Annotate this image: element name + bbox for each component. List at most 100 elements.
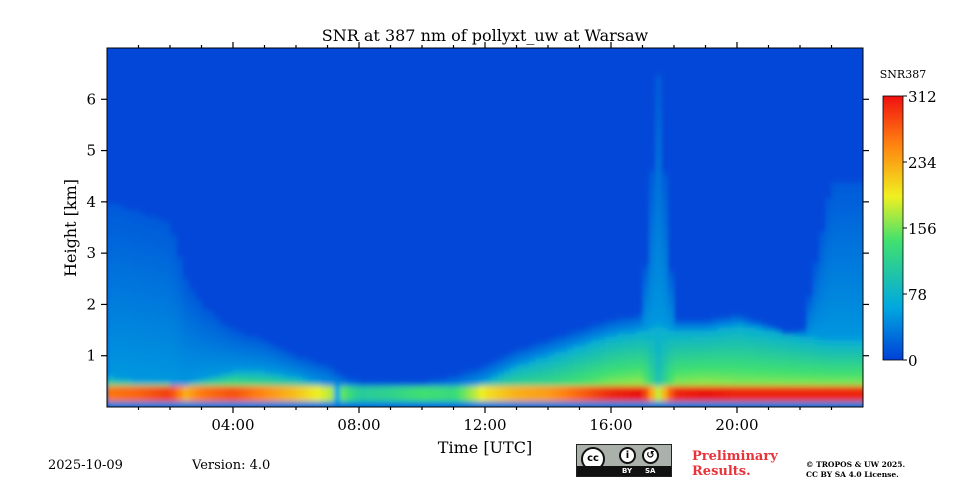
heatmap-cell	[850, 308, 858, 313]
heatmap-cell	[825, 280, 833, 285]
heatmap-cell	[503, 357, 511, 362]
heatmap-cell	[188, 351, 196, 356]
heatmap-cell	[258, 366, 266, 371]
heatmap-cell	[863, 185, 870, 189]
heatmap-cell	[132, 366, 140, 371]
heatmap-cell	[258, 391, 266, 396]
heatmap-cell	[403, 382, 410, 387]
heatmap-cell	[195, 370, 203, 374]
heatmap-cell	[850, 357, 858, 362]
heatmap-cell	[705, 394, 713, 399]
heatmap-cell	[188, 357, 196, 362]
heatmap-cell	[207, 376, 215, 380]
heatmap-cell	[176, 311, 184, 316]
heatmap-cell	[762, 323, 770, 328]
heatmap-cell	[825, 382, 833, 387]
heatmap-cell	[863, 265, 870, 269]
heatmap-cell	[831, 382, 839, 387]
heatmap-cell	[144, 345, 152, 350]
heatmap-cell	[138, 391, 146, 396]
heatmap-cell	[226, 366, 234, 371]
heatmap-cell	[837, 197, 845, 202]
heatmap-cell	[592, 363, 599, 368]
heatmap-cell	[818, 391, 826, 396]
heatmap-cell	[125, 366, 133, 371]
heatmap-cell	[661, 191, 669, 196]
heatmap-cell	[182, 376, 190, 380]
heatmap-cell	[743, 366, 751, 371]
heatmap-cell	[781, 351, 788, 356]
heatmap-cell	[113, 293, 121, 297]
heatmap-cell	[749, 333, 757, 337]
heatmap-cell	[119, 228, 127, 233]
heatmap-cell	[119, 391, 127, 396]
heatmap-cell	[598, 391, 606, 396]
heatmap-cell	[466, 391, 473, 396]
heatmap-cell	[163, 274, 171, 279]
heatmap-cell	[800, 363, 807, 368]
heatmap-cell	[667, 286, 675, 291]
heatmap-cell	[636, 320, 644, 325]
heatmap-cell	[283, 379, 291, 383]
heatmap-cell	[655, 271, 662, 276]
heatmap-cell	[774, 342, 782, 347]
heatmap-cell	[497, 370, 505, 374]
heatmap-cell	[541, 360, 549, 365]
heatmap-cell	[648, 388, 656, 393]
heatmap-cell	[365, 403, 373, 407]
heatmap-cell	[837, 326, 845, 331]
heatmap-cell	[144, 348, 152, 353]
heatmap-cell	[844, 400, 851, 405]
heatmap-cell	[724, 339, 732, 343]
heatmap-cell	[107, 271, 114, 276]
heatmap-cell	[617, 320, 625, 325]
heatmap-cell	[459, 385, 467, 390]
heatmap-cell	[138, 339, 146, 343]
heatmap-cell	[837, 277, 845, 282]
heatmap-cell	[163, 345, 171, 350]
heatmap-cell	[636, 330, 644, 334]
heatmap-cell	[245, 394, 253, 399]
heatmap-cell	[699, 339, 707, 343]
heatmap-cell	[844, 363, 851, 368]
heatmap-cell	[674, 351, 681, 356]
heatmap-cell	[718, 394, 725, 399]
heatmap-cell	[667, 376, 675, 380]
heatmap-cell	[207, 314, 215, 319]
heatmap-cell	[541, 366, 549, 371]
heatmap-cell	[113, 305, 121, 310]
heatmap-cell	[409, 403, 417, 407]
heatmap-cell	[365, 394, 373, 399]
heatmap-cell	[233, 403, 240, 407]
heatmap-cell	[598, 339, 606, 343]
heatmap-cell	[188, 305, 196, 310]
x-tick-label: 12:00	[463, 416, 506, 434]
heatmap-cell	[837, 259, 845, 263]
heatmap-cell	[579, 363, 587, 368]
heatmap-cell	[686, 342, 694, 347]
heatmap-cell	[623, 326, 631, 331]
heatmap-cell	[396, 394, 404, 399]
heatmap-cell	[648, 225, 656, 230]
heatmap-cell	[170, 296, 177, 300]
heatmap-cell	[157, 357, 165, 362]
heatmap-cell	[598, 373, 606, 377]
heatmap-cell	[239, 370, 247, 374]
heatmap-cell	[825, 219, 833, 223]
heatmap-cell	[151, 400, 158, 405]
heatmap-cell	[604, 342, 612, 347]
heatmap-cell	[730, 320, 738, 325]
cc-license-badge[interactable]: cc i ↺ BY SA	[576, 444, 672, 477]
heatmap-cell	[655, 323, 662, 328]
heatmap-cell	[667, 333, 675, 337]
heatmap-cell	[138, 388, 146, 393]
heatmap-cell	[850, 351, 858, 356]
heatmap-cell	[762, 357, 770, 362]
heatmap-cell	[258, 400, 266, 405]
heatmap-cell	[132, 373, 140, 377]
heatmap-cell	[119, 351, 127, 356]
heatmap-cell	[623, 385, 631, 390]
heatmap-cell	[207, 363, 215, 368]
heatmap-cell	[818, 400, 826, 405]
heatmap-cell	[176, 373, 184, 377]
